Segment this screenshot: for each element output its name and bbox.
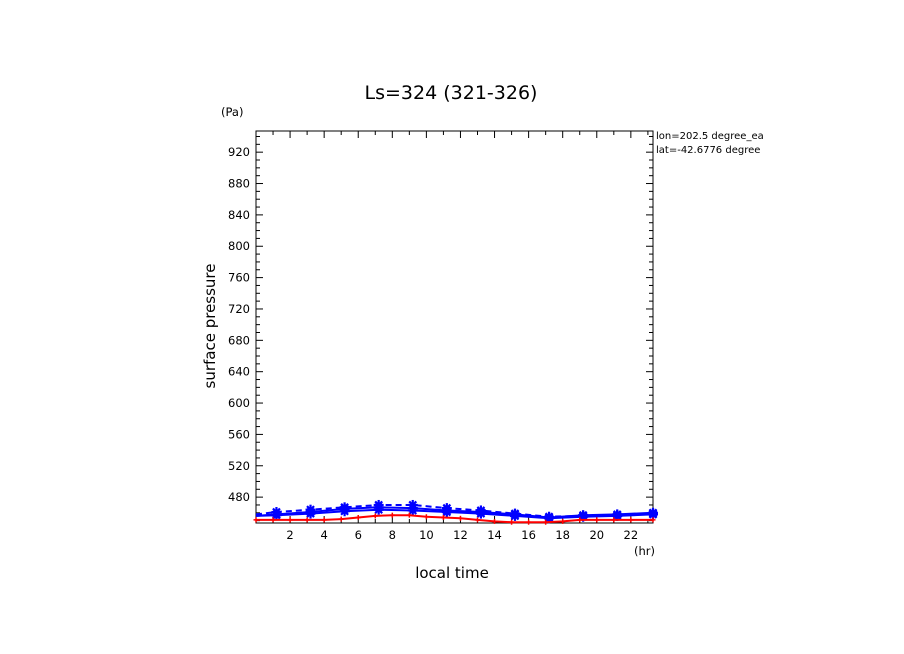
x-tick-label: 10 [419, 528, 434, 542]
x-tick-label: 12 [453, 528, 468, 542]
y-tick-label: 880 [228, 177, 250, 191]
series-point-4 [321, 517, 327, 523]
series-point-4 [253, 517, 259, 523]
y-tick-label: 520 [228, 459, 250, 473]
x-tick-label: 8 [389, 528, 396, 542]
series-point-3 [373, 504, 384, 515]
series-point-4 [509, 519, 515, 525]
series-point-3 [305, 508, 316, 519]
series-point-4 [526, 519, 532, 525]
series-point-3 [407, 505, 418, 516]
series-layer [253, 499, 658, 525]
annotation-lon: lon=202.5 degree_ea [656, 131, 764, 142]
x-tick-label: 22 [624, 528, 639, 542]
x-tick-label: 6 [355, 528, 362, 542]
x-tick-label: 16 [521, 528, 536, 542]
series-point-4 [270, 517, 276, 523]
y-axis-label: surface pressure [201, 264, 219, 389]
y-tick-label: 680 [228, 333, 250, 347]
x-tick-label: 18 [555, 528, 570, 542]
series-point-3 [441, 507, 452, 518]
series-point-4 [440, 515, 446, 521]
y-tick-label: 800 [228, 239, 250, 253]
y-unit-label: (Pa) [221, 105, 243, 119]
y-tick-label: 760 [228, 271, 250, 285]
series-point-3 [544, 513, 555, 524]
series-point-3 [339, 506, 350, 517]
series-point-4 [543, 519, 549, 525]
series-point-4 [650, 517, 656, 523]
series-point-4 [560, 518, 566, 524]
y-tick-label: 560 [228, 427, 250, 441]
axis-ticks: 480 520 560 600 640 680 720 760 800 840 880 920 2 4 6 8… [228, 131, 653, 542]
x-tick-label: 20 [589, 528, 604, 542]
y-tick-label: 600 [228, 396, 250, 410]
series-point-4 [372, 513, 378, 519]
x-tick-label: 14 [487, 528, 502, 542]
series-point-4 [304, 517, 310, 523]
series-point-3 [475, 508, 486, 519]
y-tick-label: 480 [228, 490, 250, 504]
series-point-4 [628, 517, 634, 523]
series-point-4 [287, 517, 293, 523]
y-tick-label: 920 [228, 145, 250, 159]
series-point-4 [594, 517, 600, 523]
series-point-3 [509, 510, 520, 521]
series-point-4 [577, 517, 583, 523]
series-line-4 [256, 514, 653, 524]
series-point-4 [423, 514, 429, 520]
series-point-4 [475, 517, 481, 523]
y-tick-label: 640 [228, 365, 250, 379]
y-tick-label: 840 [228, 208, 250, 222]
series-point-4 [406, 512, 412, 518]
series-point-4 [389, 512, 395, 518]
plot-frame [255, 130, 654, 524]
annotation-lat: lat=-42.6776 degree [656, 145, 760, 156]
series-point-4 [355, 515, 361, 521]
series-point-4 [611, 517, 617, 523]
x-tick-label: 2 [286, 528, 293, 542]
series-point-3 [271, 510, 282, 521]
series-point-4 [457, 515, 463, 521]
x-unit-label: (hr) [634, 544, 655, 558]
series-point-4 [338, 516, 344, 522]
chart-title: Ls=324 (321-326) [365, 82, 538, 104]
y-tick-label: 720 [228, 302, 250, 316]
x-tick-label: 4 [320, 528, 327, 542]
series-point-4 [492, 518, 498, 524]
x-axis-label: local time [415, 564, 489, 582]
